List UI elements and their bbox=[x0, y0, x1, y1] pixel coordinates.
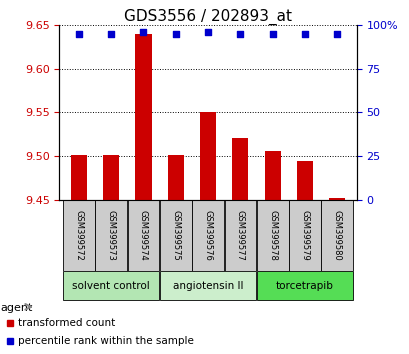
Bar bbox=[167, 155, 183, 200]
Bar bbox=[328, 198, 344, 200]
Point bbox=[333, 31, 340, 36]
Text: GSM399572: GSM399572 bbox=[74, 210, 83, 261]
Text: GSM399578: GSM399578 bbox=[267, 210, 276, 261]
Point bbox=[301, 31, 308, 36]
Text: torcetrapib: torcetrapib bbox=[275, 281, 333, 291]
Text: angiotensin II: angiotensin II bbox=[173, 281, 243, 291]
Text: GSM399579: GSM399579 bbox=[300, 210, 309, 261]
Bar bbox=[135, 34, 151, 200]
Bar bbox=[63, 200, 94, 271]
Text: GSM399576: GSM399576 bbox=[203, 210, 212, 261]
Bar bbox=[71, 155, 87, 200]
Bar bbox=[224, 200, 256, 271]
Text: transformed count: transformed count bbox=[18, 318, 115, 328]
Point bbox=[108, 31, 114, 36]
Bar bbox=[256, 272, 352, 300]
Bar bbox=[256, 200, 288, 271]
Bar bbox=[63, 272, 159, 300]
Text: GSM399577: GSM399577 bbox=[235, 210, 244, 261]
Bar bbox=[95, 200, 127, 271]
Bar bbox=[127, 200, 159, 271]
Text: solvent control: solvent control bbox=[72, 281, 150, 291]
Point bbox=[140, 29, 146, 35]
Bar bbox=[288, 200, 320, 271]
Text: percentile rank within the sample: percentile rank within the sample bbox=[18, 336, 193, 346]
Point bbox=[269, 31, 275, 36]
Bar bbox=[296, 161, 312, 200]
Text: GSM399573: GSM399573 bbox=[106, 210, 115, 261]
Bar bbox=[200, 112, 216, 200]
Text: GSM399574: GSM399574 bbox=[139, 210, 148, 261]
Point bbox=[75, 31, 82, 36]
Title: GDS3556 / 202893_at: GDS3556 / 202893_at bbox=[124, 8, 291, 25]
Text: GSM399575: GSM399575 bbox=[171, 210, 180, 261]
Text: agent: agent bbox=[0, 303, 32, 313]
Text: GSM399580: GSM399580 bbox=[332, 210, 341, 261]
Point bbox=[204, 29, 211, 35]
Bar bbox=[264, 151, 280, 200]
Point bbox=[172, 31, 179, 36]
Point bbox=[236, 31, 243, 36]
Bar bbox=[103, 155, 119, 200]
Bar bbox=[160, 272, 256, 300]
Bar bbox=[192, 200, 223, 271]
Bar bbox=[321, 200, 352, 271]
Bar bbox=[232, 138, 248, 200]
Bar bbox=[160, 200, 191, 271]
